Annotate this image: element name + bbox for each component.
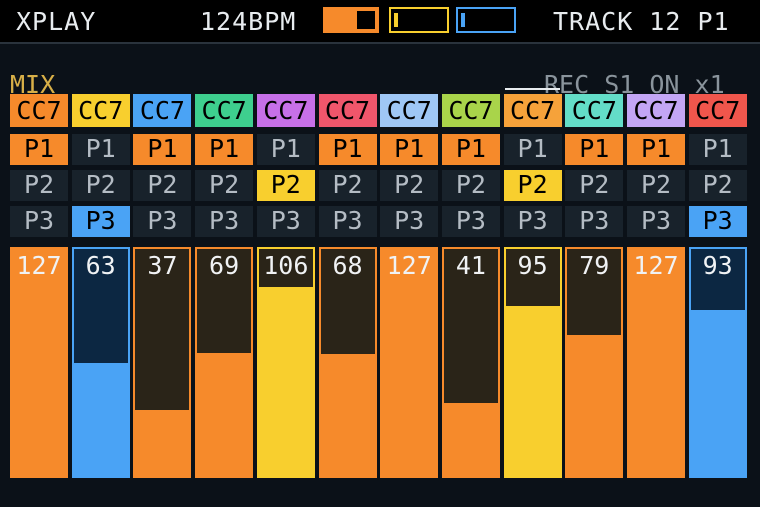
slot: P3 bbox=[380, 206, 439, 237]
fader-fill bbox=[197, 352, 252, 476]
slot: P1 bbox=[688, 134, 747, 165]
fader: 127 bbox=[380, 247, 439, 478]
meter-icon bbox=[323, 7, 379, 33]
slot: P3 bbox=[195, 206, 254, 237]
slot: P2 bbox=[688, 170, 747, 201]
slot: P1 bbox=[256, 134, 315, 165]
fader: 68 bbox=[318, 247, 377, 478]
slot: P2 bbox=[256, 170, 315, 201]
channel-label: CC7 bbox=[565, 94, 624, 127]
slot: P3 bbox=[441, 206, 500, 237]
fader-fill bbox=[135, 409, 190, 476]
fader: 127 bbox=[627, 247, 685, 478]
fader-fill bbox=[73, 363, 128, 476]
fader-fill bbox=[567, 334, 622, 476]
channel-label: CC7 bbox=[256, 94, 315, 127]
channel-label: CC7 bbox=[318, 94, 377, 127]
slot: P1 bbox=[71, 134, 130, 165]
slot: P1 bbox=[133, 134, 192, 165]
fader-value: 127 bbox=[633, 251, 679, 280]
fader-value: 63 bbox=[85, 251, 116, 280]
channel-label: CC7 bbox=[627, 94, 685, 127]
slot: P1 bbox=[318, 134, 377, 165]
channel-label: CC7 bbox=[10, 94, 68, 127]
fader: 127 bbox=[10, 247, 68, 478]
slot: P3 bbox=[133, 206, 192, 237]
fader-fill bbox=[443, 402, 498, 476]
meter-inner bbox=[394, 13, 398, 27]
slot: P2 bbox=[10, 170, 68, 201]
slot: P3 bbox=[318, 206, 377, 237]
fader: 41 bbox=[441, 247, 500, 478]
fader-value: 37 bbox=[147, 251, 178, 280]
fader-value: 127 bbox=[16, 251, 62, 280]
channel-label: CC7 bbox=[503, 94, 562, 127]
fader-fill bbox=[320, 354, 375, 476]
fader: 37 bbox=[133, 247, 192, 478]
slot: P3 bbox=[256, 206, 315, 237]
fader-value: 106 bbox=[263, 251, 309, 280]
slot: P3 bbox=[688, 206, 747, 237]
slot: P3 bbox=[503, 206, 562, 237]
fader: 93 bbox=[688, 247, 747, 478]
meter-icon bbox=[456, 7, 516, 33]
fader-fill bbox=[382, 249, 437, 476]
slot: P2 bbox=[565, 170, 624, 201]
channel-label: CC7 bbox=[441, 94, 500, 127]
fader-value: 93 bbox=[702, 251, 733, 280]
slot: P2 bbox=[627, 170, 685, 201]
fader-value: 79 bbox=[579, 251, 610, 280]
channel-label: CC7 bbox=[133, 94, 192, 127]
meter-inner bbox=[461, 13, 465, 27]
channel-label: CC7 bbox=[688, 94, 747, 127]
slot: P1 bbox=[195, 134, 254, 165]
slot: P2 bbox=[441, 170, 500, 201]
channel-label: CC7 bbox=[71, 94, 130, 127]
slot: P2 bbox=[195, 170, 254, 201]
slot: P1 bbox=[10, 134, 68, 165]
fader-fill bbox=[629, 249, 683, 476]
fader-value: 95 bbox=[517, 251, 548, 280]
slot: P2 bbox=[503, 170, 562, 201]
fader: 69 bbox=[195, 247, 254, 478]
slot: P3 bbox=[627, 206, 685, 237]
meter-icon bbox=[389, 7, 449, 33]
fader: 79 bbox=[565, 247, 624, 478]
fader-fill bbox=[690, 309, 745, 476]
fader-value: 127 bbox=[386, 251, 432, 280]
fader-value: 41 bbox=[455, 251, 486, 280]
slot: P1 bbox=[380, 134, 439, 165]
slot: P1 bbox=[503, 134, 562, 165]
slot: P2 bbox=[380, 170, 439, 201]
fader-fill bbox=[258, 286, 313, 476]
fader: 63 bbox=[71, 247, 130, 478]
fader-fill bbox=[12, 249, 66, 476]
slot: P2 bbox=[318, 170, 377, 201]
tempo: 124BPM bbox=[200, 7, 297, 36]
slot: P3 bbox=[71, 206, 130, 237]
fader: 106 bbox=[256, 247, 315, 478]
fader-fill bbox=[505, 306, 560, 476]
fader-value: 68 bbox=[332, 251, 363, 280]
track: TRACK 12 P1 bbox=[553, 7, 730, 36]
mode: XPLAY bbox=[16, 7, 97, 36]
slot: P3 bbox=[10, 206, 68, 237]
channel-label: CC7 bbox=[380, 94, 439, 127]
fader-value: 69 bbox=[209, 251, 240, 280]
slot: P1 bbox=[627, 134, 685, 165]
slot: P3 bbox=[565, 206, 624, 237]
meter-inner bbox=[357, 11, 375, 29]
channel-label: CC7 bbox=[195, 94, 254, 127]
slot: P1 bbox=[441, 134, 500, 165]
rec-underline bbox=[505, 88, 560, 90]
slot: P2 bbox=[71, 170, 130, 201]
header-bar bbox=[0, 0, 760, 44]
slot: P1 bbox=[565, 134, 624, 165]
slot: P2 bbox=[133, 170, 192, 201]
fader: 95 bbox=[503, 247, 562, 478]
